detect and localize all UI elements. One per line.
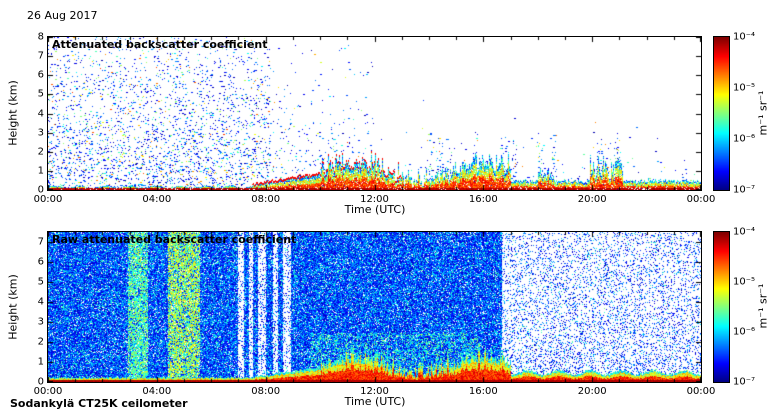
y-tick-label: 7 (37, 236, 44, 248)
bottom-colorbar (713, 231, 730, 383)
y-tick-label: 2 (37, 336, 44, 348)
y-tick-label: 0 (37, 376, 44, 388)
x-tick-label: 00:00 (33, 194, 63, 205)
top-colorbar (713, 36, 730, 191)
x-tick-label: 20:00 (577, 194, 607, 205)
y-tick-label: 1 (37, 165, 44, 177)
colorbar-tick-label: 10⁻⁶ (733, 326, 756, 338)
x-tick-label: 12:00 (360, 194, 389, 205)
x-tick-label: 00:00 (686, 386, 716, 397)
y-tick-label: 1 (37, 356, 44, 368)
y-tick-label: 6 (37, 69, 44, 81)
colorbar-tick-label: 10⁻⁷ (733, 376, 756, 388)
colorbar-tick-label: 10⁻⁴ (733, 31, 756, 43)
x-tick-label: 16:00 (468, 194, 498, 205)
colorbar-gradient (714, 232, 729, 382)
y-tick-label: 0 (37, 184, 44, 196)
attenuated-backscatter-plot: Attenuated backscatter coefficient (47, 36, 702, 191)
y-tick-label: 3 (37, 316, 44, 328)
colorbar-tick-label: 10⁻⁷ (733, 184, 756, 196)
y-tick-label: 8 (37, 31, 44, 43)
colorbar-tick-label: 10⁻⁴ (733, 226, 756, 238)
y-tick-label: 5 (37, 88, 44, 100)
colorbar-tick-label: 10⁻⁶ (733, 133, 756, 145)
instrument-label: Sodankylä CT25K ceilometer (10, 397, 188, 410)
top-x-axis-label: Time (UTC) (344, 203, 406, 216)
y-tick-label: 4 (37, 108, 44, 119)
bottom-x-axis-label: Time (UTC) (344, 395, 406, 408)
colorbar-gradient (714, 37, 729, 190)
y-tick-label: 4 (37, 296, 44, 308)
attenuated-backscatter-heatmap-canvas (48, 37, 701, 190)
top-colorbar-unit-label: m⁻¹ sr⁻¹ (756, 90, 770, 136)
x-tick-label: 00:00 (686, 194, 716, 205)
x-tick-label: 04:00 (142, 386, 172, 397)
top-y-axis-label: Height (km) (6, 80, 20, 146)
x-tick-label: 00:00 (33, 386, 63, 397)
x-tick-label: 20:00 (577, 386, 607, 397)
bottom-y-axis-label: Height (km) (6, 274, 20, 340)
y-tick-label: 7 (37, 50, 44, 62)
y-tick-label: 3 (37, 127, 44, 139)
colorbar-tick-label: 10⁻⁵ (733, 276, 756, 288)
x-tick-label: 12:00 (360, 386, 389, 397)
colorbar-tick-label: 10⁻⁵ (733, 82, 756, 94)
y-tick-label: 5 (37, 276, 44, 288)
top-panel-title: Attenuated backscatter coefficient (52, 38, 268, 51)
x-tick-label: 08:00 (251, 194, 281, 205)
bottom-colorbar-unit-label: m⁻¹ sr⁻¹ (756, 283, 770, 329)
raw-backscatter-heatmap-canvas (48, 232, 701, 382)
raw-backscatter-plot: Raw attenuated backscatter coefficient (47, 231, 702, 383)
y-tick-label: 6 (37, 256, 44, 268)
y-tick-label: 2 (37, 146, 44, 158)
date-label: 26 Aug 2017 (27, 9, 98, 22)
x-tick-label: 08:00 (251, 386, 281, 397)
x-tick-label: 04:00 (142, 194, 172, 205)
bottom-panel-title: Raw attenuated backscatter coefficient (52, 233, 297, 246)
x-tick-label: 16:00 (468, 386, 498, 397)
